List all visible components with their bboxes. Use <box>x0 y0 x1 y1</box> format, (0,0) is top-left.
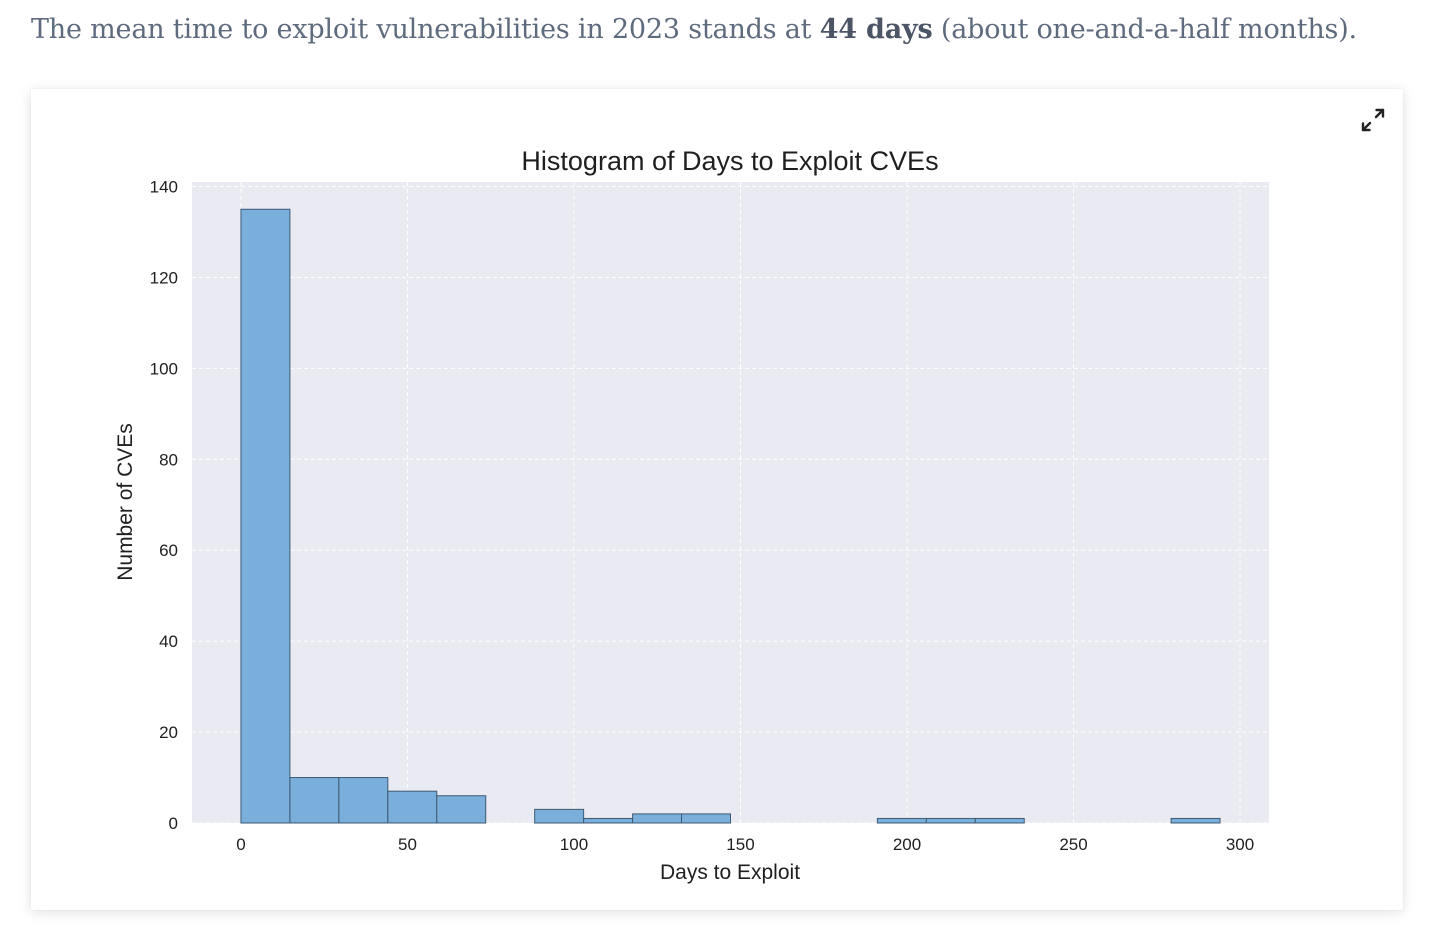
x-tick-label: 100 <box>560 835 588 854</box>
histogram-bar <box>338 777 389 824</box>
x-tick-label: 200 <box>893 835 921 854</box>
histogram-bar <box>387 790 438 824</box>
histogram-bar <box>925 817 976 824</box>
x-tick-label: 0 <box>236 835 245 854</box>
histogram-bars <box>240 208 1221 824</box>
y-tick-label: 60 <box>159 541 178 560</box>
expand-button[interactable] <box>1358 105 1388 135</box>
y-tick-label: 40 <box>159 632 178 651</box>
histogram-bar <box>289 777 340 824</box>
y-tick-labels: 0 20 40 60 80 100 120 140 <box>150 178 178 833</box>
y-tick-label: 140 <box>150 178 178 197</box>
expand-arrows-icon <box>1361 108 1385 132</box>
x-axis-label: Days to Exploit <box>660 861 800 884</box>
histogram-bar <box>583 817 634 824</box>
intro-suffix: (about one-and-a-half months). <box>932 14 1357 45</box>
histogram-bar <box>1170 817 1221 824</box>
y-tick-label: 0 <box>169 814 178 833</box>
x-tick-label: 300 <box>1226 835 1254 854</box>
y-tick-label: 100 <box>150 359 178 378</box>
plot-background <box>192 182 1269 823</box>
histogram-bar <box>534 808 585 824</box>
histogram-bar <box>632 813 683 824</box>
intro-prefix: The mean time to exploit vulnerabilities… <box>31 14 820 45</box>
y-tick-label: 80 <box>159 450 178 469</box>
chart-card: 0 50 100 150 200 250 300 0 20 40 60 80 100 120 140 Hi… <box>31 89 1403 910</box>
chart-title: Histogram of Days to Exploit CVEs <box>521 146 938 176</box>
x-tick-label: 150 <box>726 835 754 854</box>
y-tick-label: 120 <box>150 268 178 287</box>
intro-paragraph: The mean time to exploit vulnerabilities… <box>31 14 1357 45</box>
histogram-bar <box>240 208 291 824</box>
y-axis-label: Number of CVEs <box>114 423 137 581</box>
x-tick-labels: 0 50 100 150 200 250 300 <box>236 835 1254 854</box>
histogram-bar <box>681 813 732 824</box>
grid-lines <box>192 182 1269 824</box>
intro-highlight: 44 days <box>819 14 933 45</box>
histogram-bar <box>876 817 927 824</box>
x-tick-label: 250 <box>1059 835 1087 854</box>
histogram-chart: 0 50 100 150 200 250 300 0 20 40 60 80 100 120 140 Hi… <box>114 146 1269 884</box>
y-tick-label: 20 <box>159 723 178 742</box>
x-tick-label: 50 <box>398 835 417 854</box>
histogram-bar <box>436 795 487 824</box>
histogram-bar <box>974 817 1025 824</box>
